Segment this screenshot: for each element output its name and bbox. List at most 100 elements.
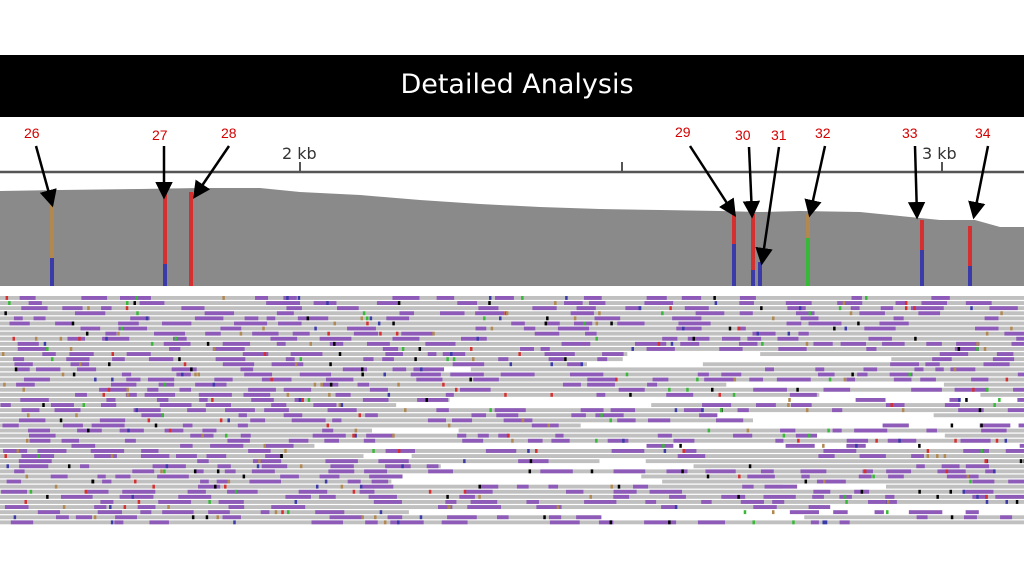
read-mismatch-block [566, 489, 584, 494]
read-mismatch-dot [1019, 459, 1023, 464]
read-mismatch-dot [746, 428, 750, 433]
variant-label-33: 33 [902, 125, 918, 141]
read-mismatch-dot [966, 474, 970, 479]
read-mismatch-dot [598, 311, 601, 316]
read-mismatch-dot [263, 443, 267, 448]
read-mismatch-dot [379, 510, 383, 515]
read-row [0, 474, 403, 479]
read-mismatch-dot [5, 296, 9, 300]
read-mismatch-block [369, 474, 403, 479]
read-mismatch-dot [369, 316, 373, 321]
read-mismatch-block [194, 316, 224, 321]
read-mismatch-block [1011, 341, 1024, 346]
arrow-26 [34, 145, 57, 208]
read-mismatch-block [215, 357, 246, 362]
variant-26-top [50, 205, 54, 258]
read-mismatch-block [106, 398, 116, 402]
read-mismatch-dot [993, 469, 996, 474]
read-mismatch-block [99, 387, 127, 392]
read-mismatch-dot [442, 382, 445, 387]
read-mismatch-dot [126, 392, 130, 397]
read-mismatch-block [115, 474, 131, 479]
read-mismatch-dot [43, 341, 47, 346]
read-mismatch-block [457, 301, 478, 305]
read-mismatch-dot [84, 489, 88, 494]
read-mismatch-block [979, 423, 1011, 428]
read-mismatch-block [81, 296, 108, 300]
read-mismatch-dot [213, 347, 216, 351]
read-mismatch-block [963, 515, 977, 520]
read-mismatch-block [387, 515, 403, 520]
read-mismatch-dot [120, 326, 124, 331]
variant-label-32: 32 [815, 125, 831, 141]
read-mismatch-block [248, 449, 271, 453]
read-mismatch-block [329, 341, 344, 346]
read-mismatch-block [859, 311, 885, 316]
read-mismatch-dot [714, 301, 718, 305]
read-mismatch-block [676, 326, 702, 331]
read-mismatch-block [832, 428, 842, 433]
read-mismatch-block [882, 341, 905, 346]
read-mismatch-block [144, 392, 176, 397]
read-mismatch-dot [224, 484, 227, 489]
read-mismatch-block [376, 301, 400, 305]
read-mismatch-block [285, 494, 311, 499]
read-mismatch-block [240, 367, 254, 372]
read-mismatch-dot [950, 423, 954, 428]
read-mismatch-block [425, 341, 456, 346]
read-mismatch-block [935, 367, 944, 372]
read-mismatch-block [540, 347, 550, 351]
read-mismatch-block [280, 474, 299, 479]
read-mismatch-dot [152, 484, 155, 489]
read-mismatch-block [212, 347, 245, 351]
read-mismatch-block [69, 352, 94, 356]
read-mismatch-block [864, 326, 896, 331]
read-mismatch-block [868, 336, 892, 341]
read-mismatch-block [617, 418, 636, 423]
read-mismatch-block [79, 464, 90, 469]
read-mismatch-block [625, 306, 642, 311]
read-mismatch-block [480, 484, 499, 489]
read-mismatch-block [271, 505, 306, 509]
read-mismatch-block [54, 408, 81, 413]
read-mismatch-block [863, 367, 878, 372]
read-mismatch-block [733, 433, 753, 438]
read-mismatch-block [255, 296, 269, 300]
read-mismatch-block [760, 469, 774, 474]
read-mismatch-block [214, 377, 233, 382]
read-mismatch-block [780, 428, 796, 433]
read-mismatch-block [228, 505, 245, 509]
read-mismatch-block [197, 459, 209, 464]
read-mismatch-block [441, 520, 468, 525]
read-mismatch-dot [957, 347, 961, 351]
variant-33-bottom [920, 250, 924, 286]
read-mismatch-dot [24, 500, 27, 504]
read-mismatch-block [526, 500, 539, 504]
read-mismatch-block [347, 479, 361, 484]
read-mismatch-block [378, 459, 409, 464]
read-mismatch-block [672, 316, 702, 321]
read-mismatch-dot [13, 515, 17, 520]
read-mismatch-dot [504, 311, 507, 316]
read-mismatch-block [1005, 449, 1024, 453]
read-row [0, 403, 397, 407]
read-mismatch-dot [711, 387, 714, 392]
read-mismatch-dot [617, 484, 621, 489]
read-mismatch-block [61, 438, 80, 443]
read-mismatch-block [721, 372, 742, 377]
read-mismatch-block [778, 347, 807, 351]
read-mismatch-block [457, 433, 467, 438]
read-mismatch-dot [969, 479, 972, 484]
read-mismatch-block [613, 469, 646, 474]
read-mismatch-dot [701, 408, 704, 413]
read-row [645, 459, 1024, 464]
read-mismatch-block [101, 403, 117, 407]
read-row [693, 464, 1024, 469]
read-mismatch-block [371, 479, 389, 484]
read-row [0, 413, 712, 418]
variant-label-30: 30 [735, 127, 751, 143]
read-mismatch-block [589, 301, 606, 305]
read-mismatch-dot [284, 449, 287, 453]
read-mismatch-dot [580, 362, 584, 367]
read-mismatch-block [652, 377, 669, 382]
